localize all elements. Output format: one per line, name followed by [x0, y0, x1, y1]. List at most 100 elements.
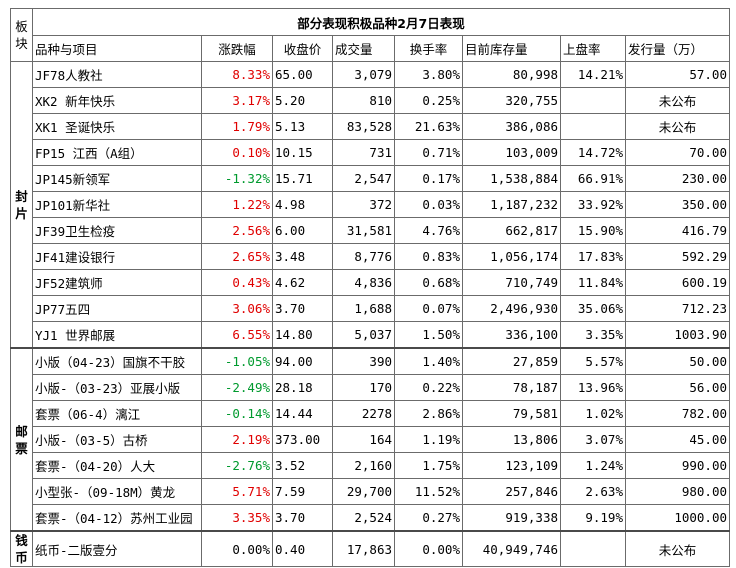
- cell-volume: 3,079: [332, 61, 395, 88]
- table-row: 套票-（04-20）人大 -2.76% 3.52 2,160 1.75% 123,109 1…: [11, 452, 730, 479]
- cell-close: 5.13: [272, 113, 333, 140]
- cell-listing-rate: 1.02%: [560, 400, 626, 427]
- cell-listing-rate: [560, 530, 626, 567]
- cell-volume: 390: [332, 347, 395, 375]
- cell-turnover: 3.80%: [394, 61, 463, 88]
- cell-listing-rate: 14.72%: [560, 139, 626, 166]
- cell-issue: 350.00: [625, 191, 730, 218]
- cell-inventory: 80,998: [462, 61, 561, 88]
- table-row: 小型张-（09-18M）黄龙 5.71% 7.59 29,700 11.52% 257,8…: [11, 478, 730, 505]
- cell-volume: 2,547: [332, 165, 395, 192]
- cell-name: 小版-（03-5）古桥: [32, 426, 202, 453]
- cell-volume: 810: [332, 87, 395, 114]
- cell-change: -1.05%: [201, 347, 273, 375]
- table-row: JF39卫生检疫 2.56% 6.00 31,581 4.76% 662,817 15.90…: [11, 217, 730, 244]
- cell-change: 3.06%: [201, 295, 273, 322]
- cell-inventory: 386,086: [462, 113, 561, 140]
- cell-name: 套票（06-4）漓江: [32, 400, 202, 427]
- cell-listing-rate: [560, 113, 626, 140]
- cell-listing-rate: 11.84%: [560, 269, 626, 296]
- cell-name: JF41建设银行: [32, 243, 202, 270]
- cell-close: 373.00: [272, 426, 333, 453]
- table-row: 邮票 小版（04-23）国旗不干胶 -1.05% 94.00 390 1.40% 27,85…: [10, 347, 730, 532]
- cell-volume: 31,581: [332, 217, 395, 244]
- cell-issue: 592.29: [625, 243, 730, 270]
- table-row: JP77五四 3.06% 3.70 1,688 0.07% 2,496,930 35.06%…: [11, 295, 730, 322]
- cell-inventory: 1,187,232: [462, 191, 561, 218]
- cell-volume: 372: [332, 191, 395, 218]
- table-row: 小版-（03-23）亚展小版 -2.49% 28.18 170 0.22% 78,187 1…: [11, 374, 730, 401]
- cell-volume: 8,776: [332, 243, 395, 270]
- cell-turnover: 1.40%: [394, 347, 463, 375]
- table-row: 钱币 纸币-二版壹分 0.00% 0.40 17,863 0.00% 40,949,746 未…: [10, 530, 730, 567]
- cell-change: 8.33%: [201, 61, 273, 88]
- corner-label: 板块: [10, 8, 33, 62]
- cell-turnover: 11.52%: [394, 478, 463, 505]
- cell-inventory: 2,496,930: [462, 295, 561, 322]
- cell-close: 94.00: [272, 347, 333, 375]
- cell-close: 3.52: [272, 452, 333, 479]
- cell-inventory: 40,949,746: [462, 530, 561, 567]
- cell-name: JP77五四: [32, 295, 202, 322]
- cell-listing-rate: [560, 87, 626, 114]
- cell-turnover: 0.83%: [394, 243, 463, 270]
- header-name: 品种与项目: [32, 35, 202, 62]
- cell-name: JF39卫生检疫: [32, 217, 202, 244]
- cell-change: 3.17%: [201, 87, 273, 114]
- cell-change: 0.10%: [201, 139, 273, 166]
- cell-close: 4.98: [272, 191, 333, 218]
- cell-turnover: 1.19%: [394, 426, 463, 453]
- cell-listing-rate: 1.24%: [560, 452, 626, 479]
- header-inventory: 目前库存量: [462, 35, 561, 62]
- cell-issue: 980.00: [625, 478, 730, 505]
- category-label: 封片: [10, 61, 33, 349]
- header-row: 品种与项目 涨跌幅 收盘价 成交量 换手率 目前库存量 上盘率 发行量（万）: [11, 35, 730, 62]
- cell-issue: 45.00: [625, 426, 730, 453]
- cell-listing-rate: 3.35%: [560, 321, 626, 349]
- category-label: 钱币: [10, 530, 33, 567]
- cell-change: 1.22%: [201, 191, 273, 218]
- cell-close: 6.00: [272, 217, 333, 244]
- cell-name: JF52建筑师: [32, 269, 202, 296]
- cell-turnover: 1.50%: [394, 321, 463, 349]
- cell-close: 0.40: [272, 530, 333, 567]
- cell-change: 6.55%: [201, 321, 273, 349]
- cell-name: JF78人教社: [32, 61, 202, 88]
- cell-close: 14.44: [272, 400, 333, 427]
- cell-turnover: 0.27%: [394, 504, 463, 532]
- cell-change: 2.19%: [201, 426, 273, 453]
- header-listing-rate: 上盘率: [560, 35, 626, 62]
- cell-issue: 230.00: [625, 165, 730, 192]
- category-label: 邮票: [10, 347, 33, 532]
- cell-turnover: 0.17%: [394, 165, 463, 192]
- cell-name: YJ1 世界邮展: [32, 321, 202, 349]
- cell-issue: 1000.00: [625, 504, 730, 532]
- cell-close: 65.00: [272, 61, 333, 88]
- cell-name: XK2 新年快乐: [32, 87, 202, 114]
- cell-change: 0.43%: [201, 269, 273, 296]
- table-row: JP145新领军 -1.32% 15.71 2,547 0.17% 1,538,884 66…: [11, 165, 730, 192]
- cell-listing-rate: 15.90%: [560, 217, 626, 244]
- cell-name: 小型张-（09-18M）黄龙: [32, 478, 202, 505]
- cell-listing-rate: 17.83%: [560, 243, 626, 270]
- table-row: 小版-（03-5）古桥 2.19% 373.00 164 1.19% 13,806 3.07…: [11, 426, 730, 453]
- cell-inventory: 710,749: [462, 269, 561, 296]
- cell-close: 5.20: [272, 87, 333, 114]
- cell-close: 3.70: [272, 295, 333, 322]
- cell-inventory: 13,806: [462, 426, 561, 453]
- cell-close: 14.80: [272, 321, 333, 349]
- cell-close: 3.48: [272, 243, 333, 270]
- cell-name: XK1 圣诞快乐: [32, 113, 202, 140]
- cell-issue: 416.79: [625, 217, 730, 244]
- cell-turnover: 0.22%: [394, 374, 463, 401]
- table-row: YJ1 世界邮展 6.55% 14.80 5,037 1.50% 336,100 3.35%…: [11, 321, 730, 349]
- table-title: 部分表现积极品种2月7日表现: [32, 8, 730, 36]
- cell-volume: 29,700: [332, 478, 395, 505]
- cell-inventory: 662,817: [462, 217, 561, 244]
- cell-close: 10.15: [272, 139, 333, 166]
- cell-change: 1.79%: [201, 113, 273, 140]
- cell-listing-rate: 33.92%: [560, 191, 626, 218]
- cell-close: 4.62: [272, 269, 333, 296]
- cell-turnover: 0.71%: [394, 139, 463, 166]
- cell-issue: 未公布: [625, 530, 730, 567]
